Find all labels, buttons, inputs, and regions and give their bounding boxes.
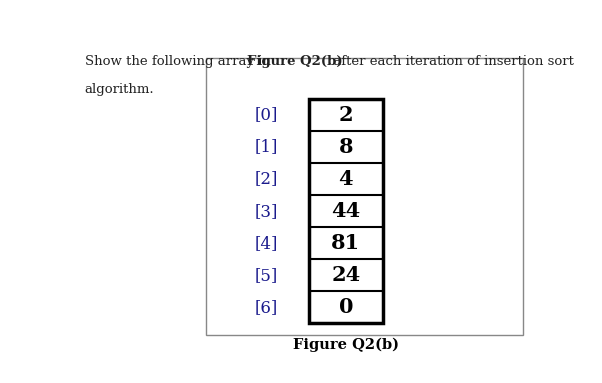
Text: [6]: [6]: [255, 299, 278, 316]
Text: 4: 4: [338, 169, 353, 189]
Bar: [206, 58, 523, 335]
Text: [0]: [0]: [255, 106, 278, 124]
Text: after each iteration of insertion sort: after each iteration of insertion sort: [329, 55, 574, 68]
Bar: [309, 99, 383, 323]
Text: [3]: [3]: [255, 203, 278, 219]
Text: [2]: [2]: [255, 170, 278, 188]
Text: 0: 0: [338, 297, 353, 317]
Text: [1]: [1]: [255, 139, 278, 155]
Text: algorithm.: algorithm.: [84, 83, 154, 96]
Text: Figure Q2(b): Figure Q2(b): [293, 338, 399, 352]
Text: 2: 2: [338, 105, 353, 125]
Text: 44: 44: [331, 201, 361, 221]
Text: 81: 81: [331, 233, 361, 253]
Text: Figure Q2(b): Figure Q2(b): [247, 55, 343, 68]
Text: 24: 24: [331, 265, 361, 285]
Text: [4]: [4]: [255, 235, 278, 252]
Text: [5]: [5]: [255, 267, 278, 284]
Text: 8: 8: [338, 137, 353, 157]
Text: Show the following array in: Show the following array in: [84, 55, 275, 68]
